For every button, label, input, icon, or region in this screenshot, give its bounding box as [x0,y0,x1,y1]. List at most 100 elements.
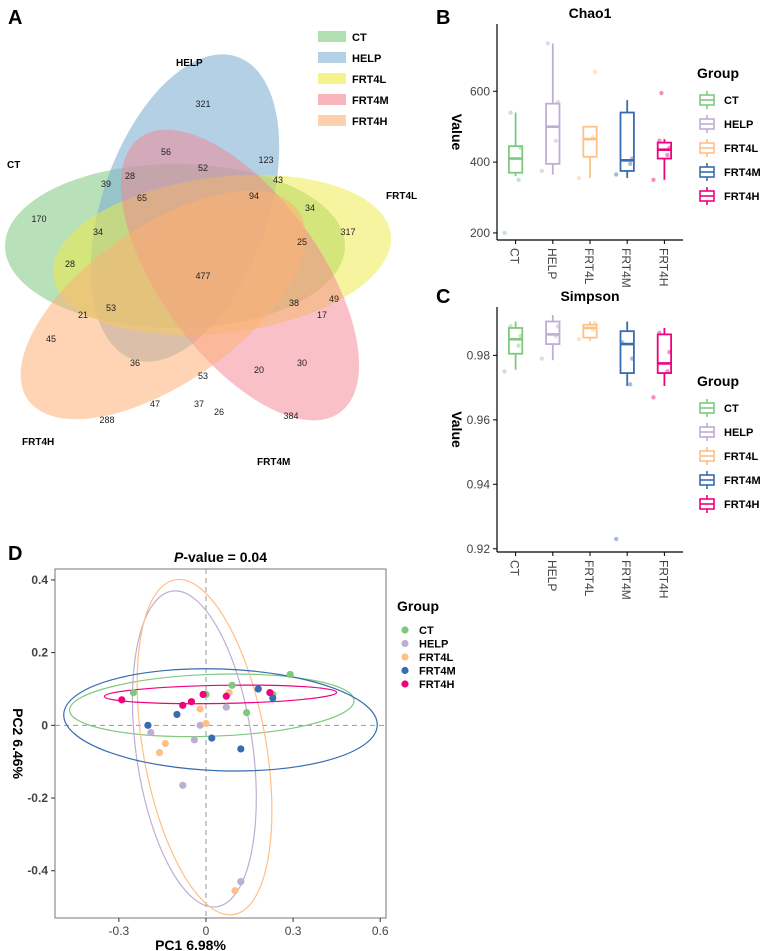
venn-legend-label: HELP [352,53,381,65]
data-point-ct [228,681,236,689]
y-tick-label: -0.4 [27,864,48,878]
data-point-frt4h [118,696,126,704]
x-tick-label: 0.3 [285,924,302,938]
x-tick-label: FRT4L [582,560,596,597]
data-point-frt4h [187,698,196,706]
legend-label: FRT4M [724,475,761,487]
venn-count: 34 [93,227,103,237]
legend-key [401,680,409,688]
box-help [545,320,561,345]
x-tick-label: 0.6 [372,924,389,938]
legend-key [401,666,409,675]
venn-label-frt4l: FRT4L [386,191,417,202]
data-point-frt4m [173,710,181,719]
x-tick-label: HELP [545,248,559,279]
x-tick-label: CT [508,560,522,577]
legend-label: CT [724,95,739,107]
legend-label: CT [419,625,434,637]
chart-title: Simpson [560,288,619,304]
jitter-point [539,356,544,361]
venn-legend: CT HELP FRT4L FRT4M FRT4H [318,31,389,128]
venn-count: 38 [289,298,299,308]
legend-label: FRT4L [724,451,759,463]
venn-count: 39 [101,179,111,189]
data-point-frt4l [161,739,169,748]
venn-count: 45 [46,334,56,344]
venn-legend-swatch [318,73,346,84]
data-point-frt4m [254,685,262,693]
data-point-frt4m [208,734,216,742]
data-point-help [237,878,245,886]
jitter-point [628,382,633,387]
y-tick-label: 600 [470,84,490,98]
y-tick-label: 400 [470,155,490,169]
panel-letter-d: D [8,543,22,565]
x-axis-title: PC1 6.98% [155,937,226,951]
legend-label: FRT4M [419,666,456,678]
jitter-point [539,168,544,174]
data-point-frt4m [237,745,245,753]
venn-count: 17 [317,310,327,320]
data-point-help [179,781,187,789]
venn-count: 53 [106,303,116,313]
y-tick-label: 0.98 [467,348,491,362]
y-tick-label: 0.92 [467,542,491,556]
legend-label: FRT4H [419,679,455,691]
confidence-ellipse-frt4h [103,684,338,705]
p-value-text: -value = 0.04 [183,549,267,565]
venn-count: 47 [150,399,160,409]
box-frt4m [619,111,635,172]
venn-legend-swatch [318,31,346,42]
legend-title: Group [697,373,739,389]
venn-label-ct: CT [7,160,20,171]
data-point-frt4h [179,701,187,709]
venn-count: 384 [283,411,298,421]
data-point-help [196,721,204,729]
plot-frame [54,568,387,919]
venn-legend-swatch [318,94,346,105]
y-tick-label: 0.2 [31,646,48,660]
venn-label-frt4h: FRT4H [22,437,54,448]
legend-key [401,653,409,661]
jitter-point [665,152,670,158]
jitter-point [516,343,521,348]
x-tick-label: 0 [203,924,210,938]
confidence-ellipse-frt4l [136,578,273,916]
y-tick-label: -0.2 [27,791,48,805]
venn-count: 49 [329,294,339,304]
legend-label: FRT4L [419,652,454,664]
legend-title: Group [397,598,439,614]
venn-count: 21 [78,310,88,320]
y-tick-label: 0.96 [467,413,491,427]
y-tick-label: 0 [41,718,48,732]
x-tick-label: FRT4H [656,248,670,286]
data-point-frt4h [222,692,230,700]
pcoa-scatter: P-value = 0.04 -0.3 0 0.3 0.6 -0.4 -0.2 0 0.2 0.4… [10,549,456,951]
venn-legend-label: FRT4M [352,95,389,107]
data-point-frt4l [231,887,239,895]
data-point-frt4m [269,694,277,702]
data-point-ct [129,689,137,697]
venn-count: 477 [195,271,210,281]
legend-label: FRT4M [724,167,761,179]
legend-title: Group [697,65,739,81]
legend-label: HELP [419,639,448,651]
data-point-help [147,728,155,737]
jitter-point [502,230,507,236]
box-ct [508,327,524,355]
venn-legend-label: FRT4L [352,74,387,86]
venn-count: 53 [198,371,208,381]
venn-legend-label: CT [352,32,367,44]
y-tick-label: 200 [470,226,490,240]
box-frt4l [582,323,598,339]
venn-count: 20 [254,365,264,375]
jitter-point [508,110,513,115]
panel-letter-c: C [436,286,450,308]
confidence-ellipse-frt4m [63,668,378,772]
y-axis-title: Value [449,114,465,151]
jitter-point [545,41,550,46]
data-point-frt4h [199,690,207,699]
legend-label: HELP [724,427,753,439]
x-tick-label: -0.3 [109,924,130,938]
